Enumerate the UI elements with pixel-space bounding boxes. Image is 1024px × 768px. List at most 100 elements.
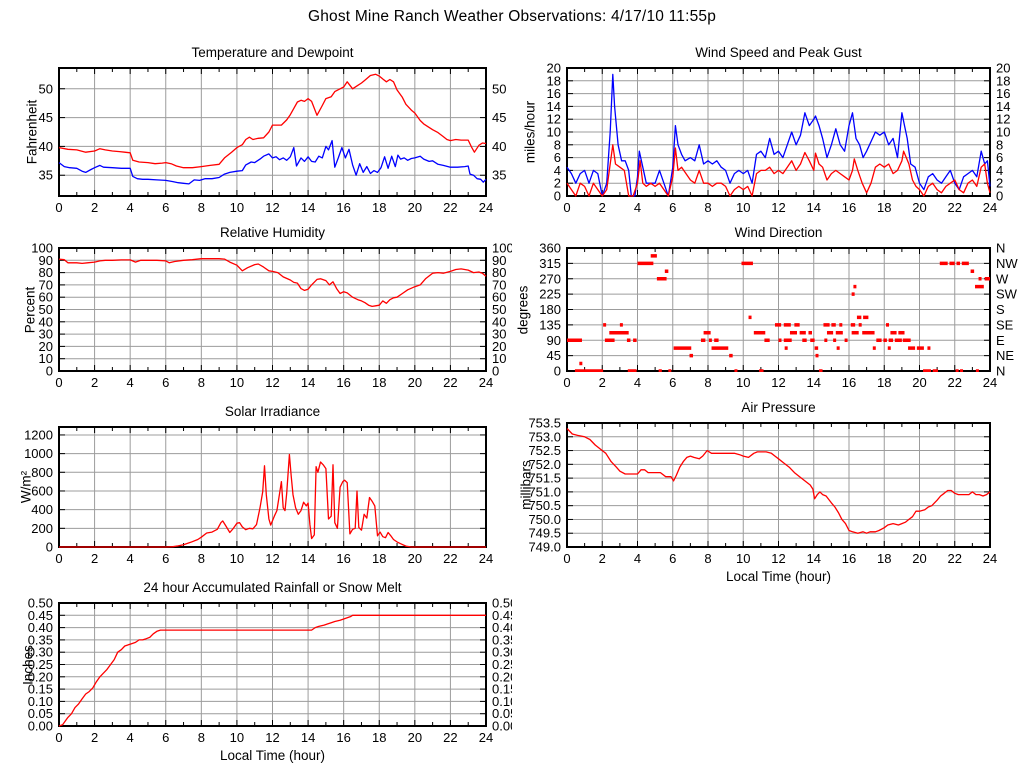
x-tick-label: 24 bbox=[479, 375, 493, 390]
x-tick-label: 4 bbox=[634, 200, 641, 215]
x-tick-label: 14 bbox=[807, 375, 821, 390]
x-tick-label: 4 bbox=[127, 730, 134, 745]
x-tick-label: 24 bbox=[983, 375, 997, 390]
x-tick-label: 18 bbox=[372, 551, 386, 566]
x-tick-label: 8 bbox=[198, 200, 205, 215]
x-tick-label: 6 bbox=[669, 200, 676, 215]
x-tick-label: 8 bbox=[704, 200, 711, 215]
y-tick-label: 0.10 bbox=[28, 694, 53, 709]
plot-border bbox=[58, 67, 487, 197]
x-tick-label: 6 bbox=[162, 730, 169, 745]
x-tick-label: 2 bbox=[599, 200, 606, 215]
x-tick-label: 8 bbox=[704, 375, 711, 390]
x-tick-label: 20 bbox=[408, 200, 422, 215]
x-tick-label: 10 bbox=[736, 551, 750, 566]
y-tick-label: 0.05 bbox=[28, 706, 53, 721]
y-tick-label: 0.25 bbox=[28, 657, 53, 672]
x-tick-label: 22 bbox=[443, 730, 457, 745]
y-tick-label-right: 0.40 bbox=[492, 620, 512, 635]
y-tick-label: 0.15 bbox=[28, 682, 53, 697]
series-group bbox=[58, 73, 487, 185]
x-tick-label: 16 bbox=[842, 551, 856, 566]
y-tick-label-right: 0.05 bbox=[492, 706, 512, 721]
y-tick-label-right: 4 bbox=[996, 163, 1003, 178]
y-tick-label: 0 bbox=[554, 364, 561, 379]
series-group bbox=[567, 254, 990, 372]
y-tick-label-right: SW bbox=[996, 287, 1018, 302]
series-line bbox=[566, 428, 991, 534]
x-tick-label: 10 bbox=[736, 375, 750, 390]
x-tick-label: 10 bbox=[230, 730, 244, 745]
plot-border bbox=[58, 247, 487, 372]
y-tick-label: 2 bbox=[554, 176, 561, 191]
x-tick-label: 18 bbox=[372, 200, 386, 215]
x-tick-label: 16 bbox=[336, 200, 350, 215]
y-tick-label: 0.35 bbox=[28, 632, 53, 647]
x-tick-label: 4 bbox=[127, 551, 134, 566]
x-tick-label: 22 bbox=[443, 200, 457, 215]
chart-title: Wind Speed and Peak Gust bbox=[695, 45, 862, 60]
x-tick-label: 10 bbox=[230, 375, 244, 390]
y-tick-label: 360 bbox=[539, 241, 561, 256]
y-tick-label-right: S bbox=[996, 302, 1005, 317]
x-tick-label: 14 bbox=[301, 730, 315, 745]
y-tick-label: 20 bbox=[39, 339, 53, 354]
x-tick-label: 12 bbox=[265, 375, 279, 390]
y-tick-label-right: 30 bbox=[492, 327, 506, 342]
x-tick-label: 24 bbox=[479, 730, 493, 745]
y-tick-label-right: 45 bbox=[492, 110, 506, 125]
y-tick-label: 200 bbox=[31, 521, 53, 536]
x-tick-label: 20 bbox=[408, 375, 422, 390]
y-tick-label-right: 35 bbox=[492, 168, 506, 183]
x-tick-label: 10 bbox=[230, 200, 244, 215]
air-pressure-chart: Air Pressure millibars Local Time (hour)… bbox=[512, 396, 1024, 592]
page-title: Ghost Mine Ranch Weather Observations: 4… bbox=[307, 8, 717, 25]
x-tick-label: 0 bbox=[55, 200, 62, 215]
y-tick-label: 749.5 bbox=[528, 526, 561, 541]
y-tick-label: 14 bbox=[547, 99, 561, 114]
x-tick-label: 16 bbox=[842, 375, 856, 390]
y-tick-label-right: 0 bbox=[492, 364, 499, 379]
y-tick-label-right: SE bbox=[996, 317, 1014, 332]
x-tick-label: 20 bbox=[912, 375, 926, 390]
series-group bbox=[566, 428, 991, 534]
y-tick-label: 45 bbox=[547, 348, 561, 363]
x-tick-label: 24 bbox=[479, 200, 493, 215]
y-tick-label: 20 bbox=[547, 61, 561, 76]
x-tick-label: 16 bbox=[336, 730, 350, 745]
plot-border bbox=[566, 67, 991, 197]
y-tick-label: 135 bbox=[539, 317, 561, 332]
y-tick-label: 80 bbox=[39, 265, 53, 280]
y-tick-label-right: 0.50 bbox=[492, 596, 512, 611]
y-tick-label-right: 6 bbox=[996, 150, 1003, 165]
x-tick-label: 22 bbox=[443, 375, 457, 390]
x-tick-label: 10 bbox=[230, 551, 244, 566]
x-axis-label: Local Time (hour) bbox=[725, 569, 832, 584]
solar-irradiance-chart: Solar Irradiance W/m² 0 2 4 6 8 10 12 14 16 18 20 2… bbox=[0, 396, 512, 576]
y-tick-label-right: 0.25 bbox=[492, 657, 512, 672]
rainfall-chart: 24 hour Accumulated Rainfall or Snow Mel… bbox=[0, 576, 513, 768]
x-tick-label: 8 bbox=[198, 730, 205, 745]
x-tick-label: 2 bbox=[91, 375, 98, 390]
x-tick-label: 14 bbox=[301, 375, 315, 390]
plot-border bbox=[566, 422, 991, 548]
plot-border bbox=[58, 602, 487, 727]
y-tick-label-right: 40 bbox=[492, 139, 506, 154]
chart-title: Air Pressure bbox=[741, 400, 816, 415]
x-tick-label: 20 bbox=[912, 200, 926, 215]
x-tick-label: 22 bbox=[948, 375, 962, 390]
y-tick-label: 225 bbox=[539, 287, 561, 302]
y-tick-label: 35 bbox=[39, 168, 53, 183]
y-tick-label: 0.20 bbox=[28, 669, 53, 684]
y-tick-label-right: 0.00 bbox=[492, 719, 512, 734]
plot-area: 0246810121416182022240.000.000.050.050.1… bbox=[28, 596, 512, 746]
x-tick-label: 4 bbox=[127, 200, 134, 215]
y-tick-label: 400 bbox=[31, 502, 53, 517]
x-tick-label: 4 bbox=[127, 375, 134, 390]
y-tick-label-right: N bbox=[996, 364, 1005, 379]
x-tick-label: 18 bbox=[877, 375, 891, 390]
x-tick-label: 2 bbox=[91, 730, 98, 745]
x-tick-label: 16 bbox=[336, 551, 350, 566]
y-tick-label: 70 bbox=[39, 277, 53, 292]
